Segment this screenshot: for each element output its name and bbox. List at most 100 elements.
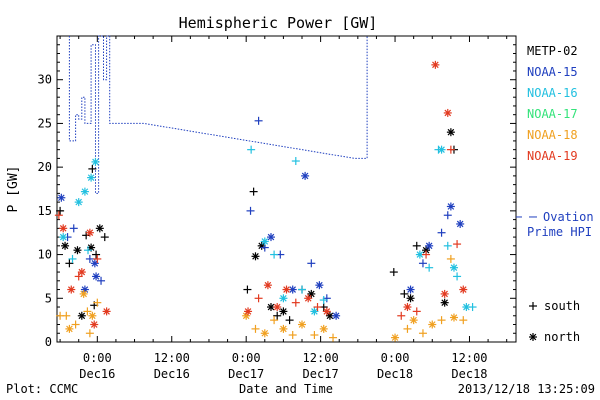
y-tick-label: 30 [38,73,52,87]
noaa-15-north-point [456,219,465,228]
noaa-19-north-point [77,268,86,277]
y-tick-label: 0 [45,335,52,349]
metp-02-south-point [56,206,65,215]
noaa-16-north-point [87,173,96,182]
noaa-18-south-point [459,316,468,325]
noaa-19-south-point [453,240,462,249]
metp-02-south-point [100,233,109,242]
noaa-18-south-point [403,324,412,333]
noaa-18-north-point [260,329,269,338]
south-marker-icon [529,302,537,310]
legend-entry-noaa-18: NOAA-18 [527,128,578,142]
noaa-19-north-point [263,281,272,290]
metp-02-north-point [77,311,86,320]
data-points [54,60,477,342]
metp-02-south-point [243,285,252,294]
noaa-16-north-point [449,263,458,272]
noaa-15-south-point [69,224,78,233]
noaa-19-north-point [102,307,111,316]
noaa-15-north-point [57,193,66,202]
noaa-15-north-point [301,171,310,180]
noaa-19-north-point [431,60,440,69]
metp-02-north-point [422,246,431,255]
metp-02-south-point [65,259,74,268]
x-tick-time: 0:00 [381,351,410,365]
north-marker-label: north [544,330,580,344]
noaa-15-south-point [254,116,263,125]
metp-02-north-point [73,246,82,255]
metp-02-south-point [400,289,409,298]
noaa-16-north-point [279,294,288,303]
noaa-18-south-point [62,311,71,320]
metp-02-north-point [440,298,449,307]
y-tick-label: 5 [45,291,52,305]
y-tick-label: 10 [38,248,52,262]
noaa-19-north-point [244,307,253,316]
y-axis-label: P [GW] [6,166,21,213]
noaa-15-north-point [425,241,434,250]
noaa-16-south-point [270,250,279,259]
x-tick-date: Dec17 [228,367,264,381]
noaa-16-south-point [298,285,307,294]
x-tick-date: Dec16 [79,367,115,381]
ovation-label-line2: Prime HPI [527,225,592,239]
ovation-prime-line [68,35,368,194]
chart-title: Hemispheric Power [GW] [179,14,378,32]
noaa-18-north-point [319,324,328,333]
noaa-19-north-point [403,303,412,312]
metp-02-south-point [285,316,294,325]
noaa-19-north-point [67,285,76,294]
noaa-18-south-point [83,307,92,316]
metp-02-south-point [249,187,258,196]
noaa-15-north-point [266,233,275,242]
noaa-16-south-point [68,254,77,263]
noaa-15-south-point [246,206,255,215]
noaa-19-south-point [397,311,406,320]
noaa-19-south-point [291,298,300,307]
y-tick-label: 15 [38,204,52,218]
noaa-19-south-point [74,272,83,281]
noaa-16-north-point [59,233,68,242]
noaa-18-north-point [279,324,288,333]
noaa-18-north-point [298,320,307,329]
plot-credit: Plot: CCMC [6,382,78,396]
noaa-15-south-point [437,228,446,237]
noaa-18-north-point [449,313,458,322]
noaa-18-south-point [85,329,94,338]
noaa-15-north-point [92,272,101,281]
ovation-series-line [68,35,368,194]
noaa-16-north-point [91,157,100,166]
noaa-19-north-point [85,228,94,237]
noaa-18-south-point [270,316,279,325]
noaa-19-north-point [90,320,99,329]
noaa-16-south-point [453,272,462,281]
noaa-18-south-point [93,298,102,307]
noaa-16-south-point [468,303,477,312]
noaa-16-south-point [425,263,434,272]
noaa-16-north-point [260,237,269,246]
south-marker-label: south [544,299,580,313]
legend-entry-metp-02: METP-02 [527,44,578,58]
metp-02-north-point [307,289,316,298]
noaa-16-south-point [443,241,452,250]
noaa-18-south-point [446,254,455,263]
noaa-19-south-point [93,254,102,263]
noaa-18-north-point [65,324,74,333]
noaa-18-north-point [409,316,418,325]
noaa-15-north-point [446,202,455,211]
noaa-18-south-point [251,324,260,333]
noaa-16-north-point [437,145,446,154]
noaa-16-south-point [319,296,328,305]
metp-02-south-point [412,241,421,250]
noaa-16-south-point [84,246,93,255]
noaa-19-south-point [254,294,263,303]
noaa-18-south-point [310,331,319,340]
noaa-15-south-point [307,259,316,268]
x-tick-time: 0:00 [83,351,112,365]
noaa-15-north-point [406,285,415,294]
noaa-16-north-point [310,307,319,316]
noaa-19-south-point [446,145,455,154]
x-tick-time: 12:00 [303,351,339,365]
